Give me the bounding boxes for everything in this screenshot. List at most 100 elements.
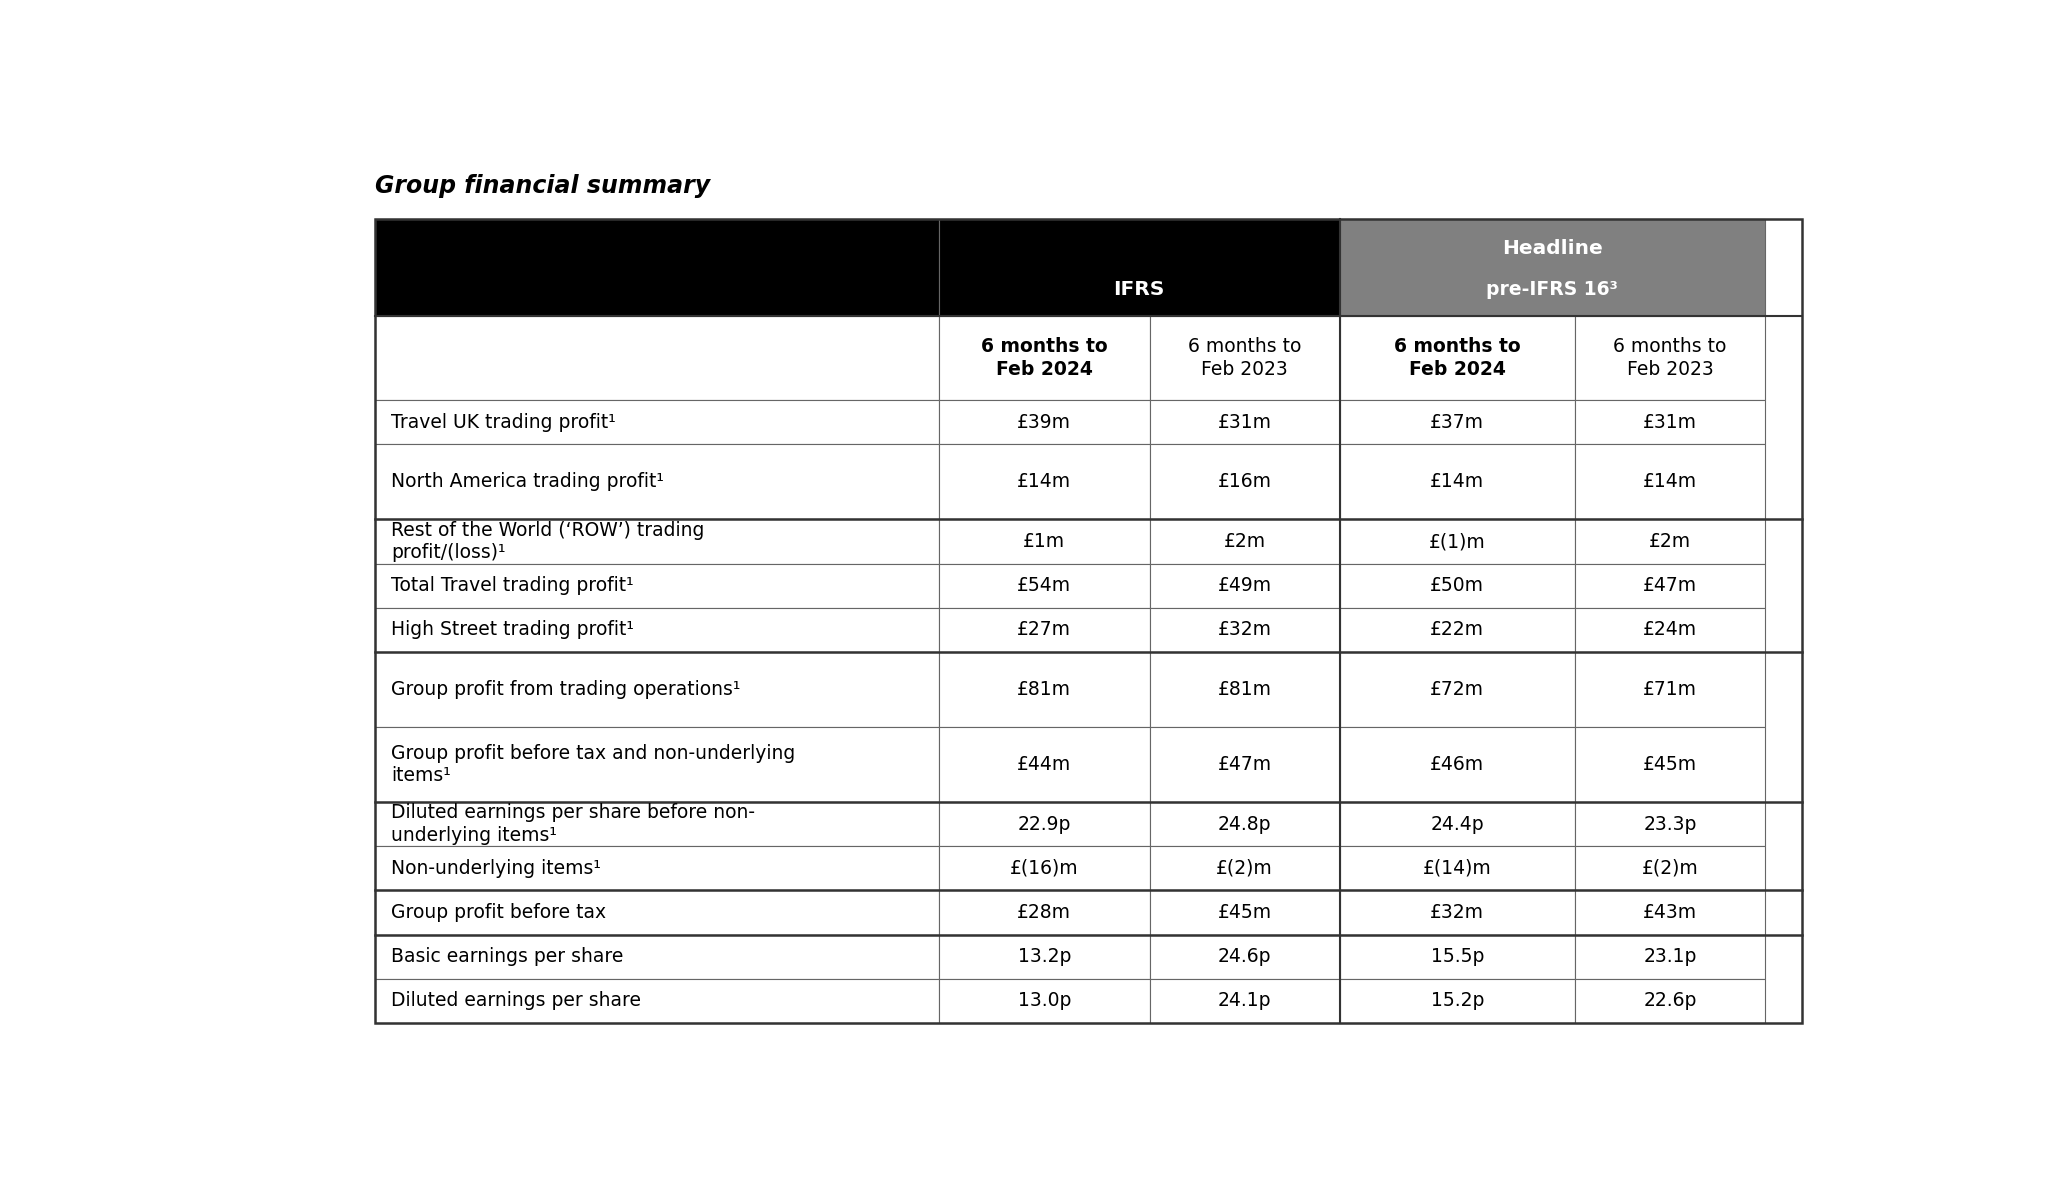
- Bar: [938, 846, 1149, 890]
- Text: Non-underlying items¹: Non-underlying items¹: [391, 859, 600, 878]
- Bar: [1149, 979, 1339, 1022]
- Text: £(2)m: £(2)m: [1642, 859, 1698, 878]
- Bar: [375, 935, 938, 979]
- Text: £22m: £22m: [1430, 621, 1485, 639]
- Bar: [938, 935, 1149, 979]
- Bar: [1149, 401, 1339, 444]
- Text: Headline: Headline: [1501, 239, 1604, 258]
- Bar: [1149, 727, 1339, 803]
- Bar: [1339, 608, 1575, 652]
- Text: 6 months to
Feb 2023: 6 months to Feb 2023: [1614, 337, 1726, 379]
- Bar: [1149, 803, 1339, 846]
- Bar: [1575, 846, 1765, 890]
- Bar: [1575, 803, 1765, 846]
- Bar: [1149, 608, 1339, 652]
- Bar: [1339, 317, 1575, 401]
- Text: £71m: £71m: [1642, 680, 1698, 699]
- Bar: [1149, 444, 1339, 519]
- Text: Total Travel trading profit¹: Total Travel trading profit¹: [391, 576, 633, 596]
- Text: £(14)m: £(14)m: [1423, 859, 1491, 878]
- Bar: [1149, 935, 1339, 979]
- Text: Group financial summary: Group financial summary: [375, 174, 711, 197]
- Bar: [1339, 935, 1575, 979]
- Bar: [1339, 979, 1575, 1022]
- Bar: [1575, 935, 1765, 979]
- Bar: [1575, 979, 1765, 1022]
- Text: £(16)m: £(16)m: [1010, 859, 1079, 878]
- Bar: [1149, 890, 1339, 935]
- Bar: [938, 317, 1149, 401]
- Bar: [1339, 652, 1575, 727]
- Text: 15.5p: 15.5p: [1432, 947, 1485, 966]
- Bar: [1339, 727, 1575, 803]
- Bar: [375, 652, 938, 727]
- Text: £44m: £44m: [1018, 755, 1071, 774]
- Text: £81m: £81m: [1219, 680, 1272, 699]
- Text: £2m: £2m: [1649, 532, 1692, 551]
- Bar: [1339, 803, 1575, 846]
- Bar: [375, 608, 938, 652]
- Text: 6 months to
Feb 2024: 6 months to Feb 2024: [1395, 337, 1522, 379]
- Text: £72m: £72m: [1430, 680, 1485, 699]
- Bar: [938, 652, 1149, 727]
- Bar: [1575, 652, 1765, 727]
- Bar: [375, 846, 938, 890]
- Bar: [938, 401, 1149, 444]
- Bar: [1575, 727, 1765, 803]
- Bar: [375, 519, 938, 564]
- Text: £47m: £47m: [1219, 755, 1272, 774]
- Bar: [938, 803, 1149, 846]
- Text: 22.9p: 22.9p: [1018, 814, 1071, 833]
- Text: £(1)m: £(1)m: [1430, 532, 1485, 551]
- Bar: [938, 608, 1149, 652]
- Bar: [1149, 846, 1339, 890]
- Bar: [938, 444, 1149, 519]
- Bar: [375, 890, 938, 935]
- Text: 23.3p: 23.3p: [1642, 814, 1696, 833]
- Text: £27m: £27m: [1018, 621, 1071, 639]
- Text: Basic earnings per share: Basic earnings per share: [391, 947, 623, 966]
- Text: pre-IFRS 16³: pre-IFRS 16³: [1487, 280, 1618, 299]
- Text: £16m: £16m: [1219, 473, 1272, 492]
- Text: 23.1p: 23.1p: [1642, 947, 1696, 966]
- Text: Travel UK trading profit¹: Travel UK trading profit¹: [391, 413, 616, 431]
- Text: £32m: £32m: [1430, 903, 1485, 922]
- Text: North America trading profit¹: North America trading profit¹: [391, 473, 664, 492]
- Text: 24.4p: 24.4p: [1430, 814, 1485, 833]
- Bar: [375, 979, 938, 1022]
- Text: £39m: £39m: [1018, 413, 1071, 431]
- Text: £50m: £50m: [1430, 576, 1485, 596]
- Text: £37m: £37m: [1430, 413, 1485, 431]
- Bar: [1339, 444, 1575, 519]
- Bar: [1575, 890, 1765, 935]
- Text: Group profit from trading operations¹: Group profit from trading operations¹: [391, 680, 739, 699]
- Bar: [1149, 652, 1339, 727]
- Text: 24.8p: 24.8p: [1219, 814, 1272, 833]
- Text: Group profit before tax: Group profit before tax: [391, 903, 606, 922]
- Text: £31m: £31m: [1642, 413, 1698, 431]
- Bar: [1339, 846, 1575, 890]
- Text: £45m: £45m: [1642, 755, 1698, 774]
- Text: £14m: £14m: [1642, 473, 1698, 492]
- Bar: [375, 564, 938, 608]
- Text: £24m: £24m: [1642, 621, 1698, 639]
- Text: 6 months to
Feb 2024: 6 months to Feb 2024: [981, 337, 1108, 379]
- Text: £46m: £46m: [1430, 755, 1485, 774]
- Text: IFRS: IFRS: [1114, 280, 1165, 299]
- Bar: [1149, 519, 1339, 564]
- Text: Group profit before tax and non-underlying
items¹: Group profit before tax and non-underlyi…: [391, 743, 795, 785]
- Bar: [938, 727, 1149, 803]
- Bar: [1339, 519, 1575, 564]
- Text: £54m: £54m: [1018, 576, 1071, 596]
- Text: £1m: £1m: [1024, 532, 1065, 551]
- Bar: [1575, 444, 1765, 519]
- Text: £14m: £14m: [1430, 473, 1485, 492]
- Text: £31m: £31m: [1219, 413, 1272, 431]
- Bar: [938, 890, 1149, 935]
- Text: 24.1p: 24.1p: [1219, 992, 1272, 1011]
- Bar: [1339, 401, 1575, 444]
- Text: Diluted earnings per share: Diluted earnings per share: [391, 992, 641, 1011]
- Bar: [1339, 564, 1575, 608]
- Text: 24.6p: 24.6p: [1219, 947, 1272, 966]
- Bar: [1149, 564, 1339, 608]
